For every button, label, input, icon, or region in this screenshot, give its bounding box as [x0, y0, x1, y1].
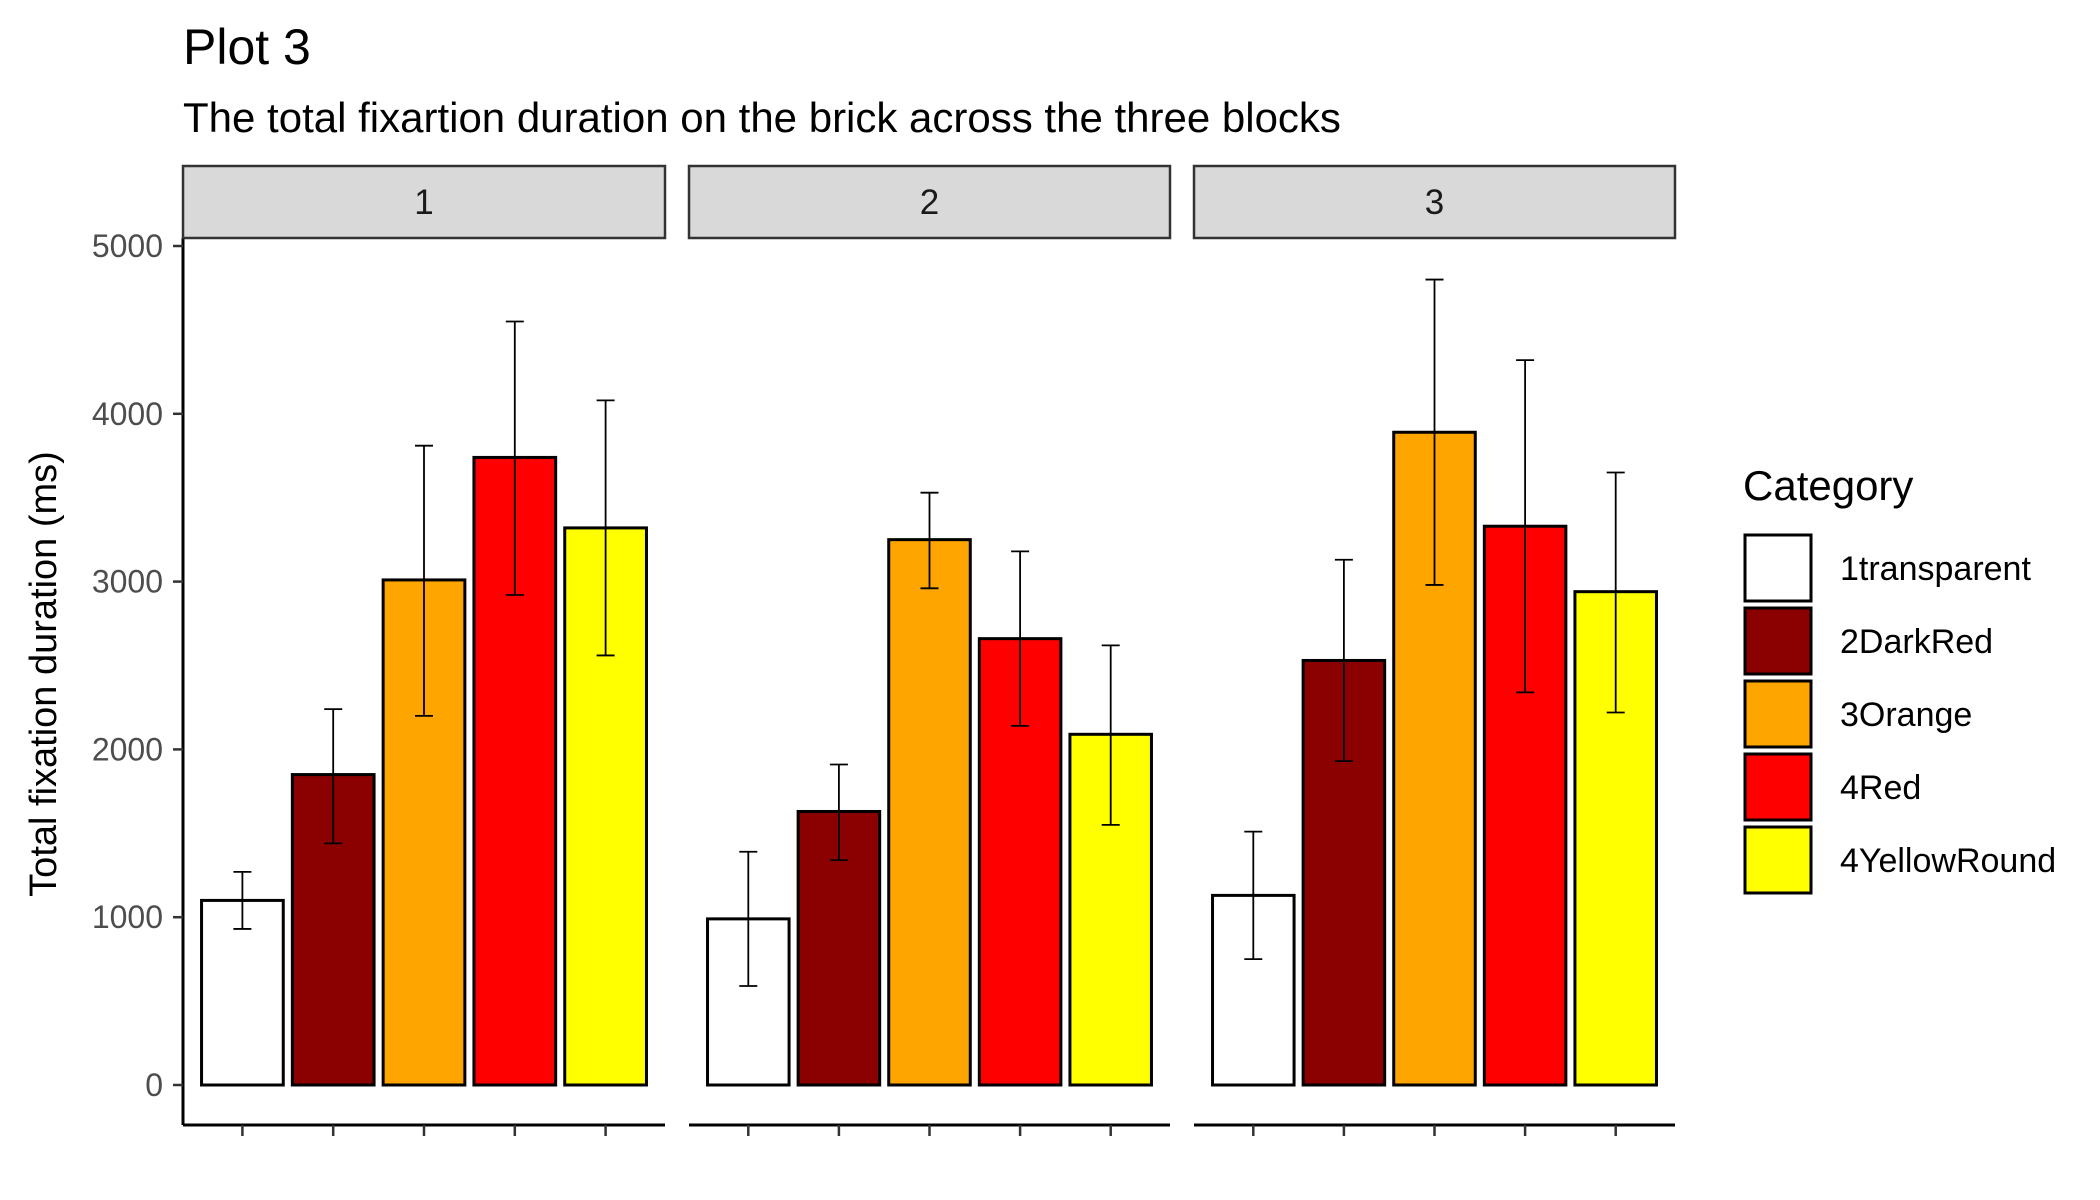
- facet-strip-label: 1: [414, 183, 433, 222]
- error-bar: [596, 399, 615, 657]
- error-bar: [505, 320, 524, 596]
- y-axis-title: Total fixation duration (ms): [23, 451, 65, 897]
- y-tick-label: 2000: [92, 731, 163, 767]
- facet-strip: [687, 164, 1172, 240]
- bar-1transparent: [200, 898, 285, 1087]
- error-bar: [1244, 830, 1263, 961]
- error-bar: [739, 850, 758, 987]
- legend-item: 4Red: [1743, 752, 1921, 822]
- facet-strip: [181, 164, 667, 240]
- error-bar: [1334, 558, 1353, 763]
- y-tick-label: 5000: [92, 228, 163, 264]
- y-tick-label: 3000: [92, 564, 163, 600]
- facet-strip-label: 2: [920, 183, 939, 222]
- y-tick-label: 0: [145, 1067, 163, 1103]
- error-bar: [415, 444, 433, 717]
- legend-item: 1transparent: [1743, 533, 2031, 603]
- legend-label: 4Red: [1840, 769, 1921, 807]
- legend-key: [1743, 679, 1813, 749]
- facet-panel-3: 3: [1192, 164, 1677, 1136]
- bar-3orange: [887, 538, 972, 1087]
- legend-key: [1743, 533, 1813, 603]
- facet-strip-label: 3: [1425, 183, 1444, 222]
- legend-label: 4YellowRound: [1840, 842, 2056, 880]
- legend-key: [1743, 752, 1813, 822]
- facet-panel-1: 1: [181, 164, 667, 1136]
- bar-4red: [472, 455, 558, 1087]
- y-tick-label: 1000: [92, 899, 163, 935]
- legend-key: [1743, 825, 1813, 895]
- legend-label: 1transparent: [1840, 550, 2031, 588]
- facet-strip: [1192, 164, 1677, 240]
- error-bar: [1101, 644, 1120, 826]
- error-bar: [920, 491, 939, 590]
- chart-subtitle: The total fixartion duration on the bric…: [183, 94, 1341, 141]
- error-bar: [233, 870, 252, 930]
- error-bar: [1425, 278, 1444, 586]
- legend-label: 3Orange: [1840, 696, 1972, 734]
- error-bar: [1606, 471, 1625, 714]
- legend-item: 4YellowRound: [1743, 825, 2056, 895]
- legend-item: 2DarkRed: [1743, 606, 1993, 676]
- legend-label: 2DarkRed: [1840, 623, 1993, 661]
- chart-title: Plot 3: [183, 19, 311, 75]
- legend-item: 3Orange: [1743, 679, 1972, 749]
- facet-panel-2: 2: [687, 164, 1172, 1136]
- error-bar: [324, 708, 343, 845]
- y-tick-label: 4000: [92, 396, 163, 432]
- error-bar: [1011, 550, 1030, 727]
- legend: Category 1transparent 2DarkRed 3Orange 4Red…: [1743, 462, 2056, 895]
- error-bar: [829, 763, 848, 862]
- legend-title: Category: [1743, 462, 1913, 509]
- facet-panels: 1 2 3: [181, 164, 1677, 1136]
- legend-key: [1743, 606, 1813, 676]
- y-axis: 0 1000 2000 3000 4000 5000: [92, 228, 185, 1125]
- error-bar: [1516, 359, 1535, 694]
